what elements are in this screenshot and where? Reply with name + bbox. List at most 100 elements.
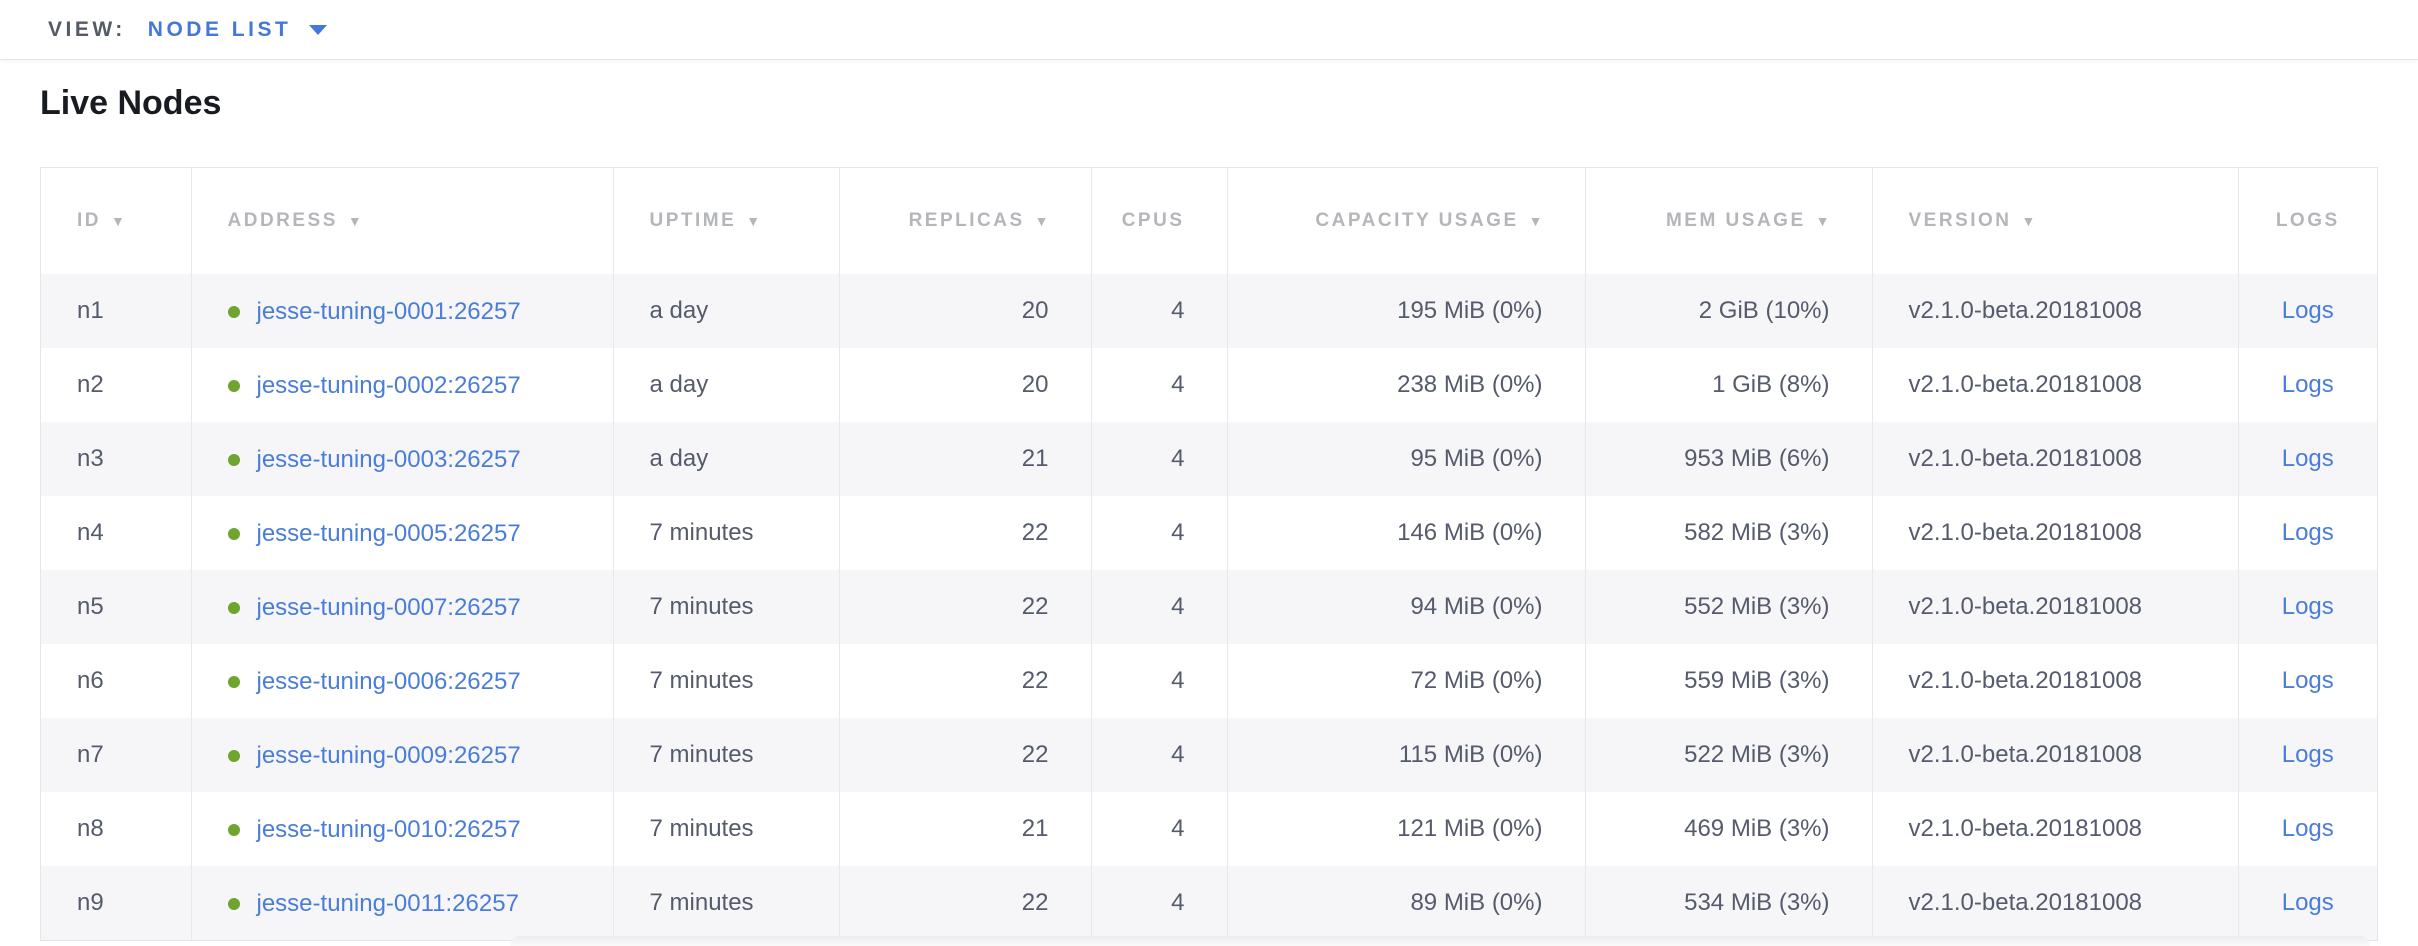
node-address-link[interactable]: jesse-tuning-0009:26257 — [256, 741, 521, 769]
node-logs-link[interactable]: Logs — [2281, 445, 2334, 472]
cell-replicas: 21 — [838, 792, 1091, 866]
view-bar: VIEW: NODE LIST — [0, 0, 2418, 60]
table-header-row: ID ▼ ADDRESS ▼ UPTIME ▼ REPLICAS ▼ CPUS CAPACITY … — [41, 168, 2377, 274]
cell-address: jesse-tuning-0001:26257 — [190, 274, 613, 348]
sort-descending-icon: ▼ — [1034, 213, 1049, 229]
column-header-id[interactable]: ID ▼ — [41, 168, 191, 274]
cell-capacity: 95 MiB (0%) — [1226, 422, 1585, 496]
cell-uptime: a day — [612, 422, 839, 496]
sort-descending-icon: ▼ — [746, 213, 761, 229]
node-logs-link[interactable]: Logs — [2281, 667, 2334, 694]
sort-descending-icon: ▼ — [347, 213, 362, 229]
column-header-version[interactable]: VERSION ▼ — [1871, 168, 2238, 274]
cell-uptime: 7 minutes — [612, 718, 839, 792]
node-logs-link[interactable]: Logs — [2281, 741, 2334, 768]
bottom-peek-element — [510, 936, 2370, 946]
node-address-link[interactable]: jesse-tuning-0010:26257 — [256, 815, 521, 843]
address-wrap: jesse-tuning-0007:26257 — [227, 593, 521, 622]
node-healthy-dot-icon — [227, 305, 240, 318]
view-selector-dropdown[interactable]: NODE LIST — [148, 18, 328, 42]
cell-address: jesse-tuning-0006:26257 — [190, 644, 613, 718]
cell-cpus: 4 — [1090, 422, 1227, 496]
node-logs-link[interactable]: Logs — [2281, 815, 2334, 842]
node-logs-link[interactable]: Logs — [2281, 297, 2334, 324]
cell-logs: Logs — [2237, 866, 2377, 940]
node-healthy-dot-icon — [227, 823, 240, 836]
node-address-link[interactable]: jesse-tuning-0006:26257 — [256, 667, 521, 695]
column-header-label: MEM USAGE — [1665, 210, 1806, 231]
node-row-n7: n7 jesse-tuning-0009:26257 7 minutes 22 4 115… — [41, 718, 2377, 792]
node-healthy-dot-icon — [227, 601, 240, 614]
cell-version: v2.1.0-beta.20181008 — [1871, 348, 2238, 422]
cell-id: n1 — [41, 274, 191, 348]
node-healthy-dot-icon — [227, 897, 240, 910]
cell-replicas: 20 — [838, 274, 1091, 348]
column-header-capacity[interactable]: CAPACITY USAGE ▼ — [1226, 168, 1585, 274]
node-healthy-dot-icon — [227, 675, 240, 688]
cell-uptime: 7 minutes — [612, 644, 839, 718]
live-nodes-table-card: ID ▼ ADDRESS ▼ UPTIME ▼ REPLICAS ▼ CPUS CAPACITY … — [40, 167, 2378, 941]
view-label: VIEW: — [48, 17, 126, 41]
cell-replicas: 21 — [838, 422, 1091, 496]
cell-id: n5 — [41, 570, 191, 644]
node-healthy-dot-icon — [227, 379, 240, 392]
node-address-link[interactable]: jesse-tuning-0001:26257 — [256, 297, 521, 325]
column-header-label: REPLICAS — [908, 210, 1025, 231]
node-row-n8: n8 jesse-tuning-0010:26257 7 minutes 21 4 121… — [41, 792, 2377, 866]
column-header-uptime[interactable]: UPTIME ▼ — [612, 168, 839, 274]
column-header-label: UPTIME — [649, 210, 737, 231]
node-row-n6: n6 jesse-tuning-0006:26257 7 minutes 22 4 72 … — [41, 644, 2377, 718]
address-wrap: jesse-tuning-0009:26257 — [227, 741, 521, 770]
node-address-link[interactable]: jesse-tuning-0011:26257 — [256, 889, 519, 917]
cell-logs: Logs — [2237, 718, 2377, 792]
cell-capacity: 121 MiB (0%) — [1226, 792, 1585, 866]
cell-id: n9 — [41, 866, 191, 940]
sort-descending-icon: ▼ — [1815, 213, 1830, 229]
cell-address: jesse-tuning-0007:26257 — [190, 570, 613, 644]
cell-logs: Logs — [2237, 496, 2377, 570]
cell-version: v2.1.0-beta.20181008 — [1871, 866, 2238, 940]
column-header-address[interactable]: ADDRESS ▼ — [190, 168, 613, 274]
cell-cpus: 4 — [1090, 496, 1227, 570]
cell-version: v2.1.0-beta.20181008 — [1871, 422, 2238, 496]
cell-capacity: 94 MiB (0%) — [1226, 570, 1585, 644]
address-wrap: jesse-tuning-0002:26257 — [227, 371, 521, 400]
column-header-replicas[interactable]: REPLICAS ▼ — [838, 168, 1091, 274]
cell-capacity: 72 MiB (0%) — [1226, 644, 1585, 718]
cell-mem: 1 GiB (8%) — [1584, 348, 1872, 422]
cell-id: n6 — [77, 667, 104, 694]
cell-replicas: 20 — [838, 348, 1091, 422]
node-address-link[interactable]: jesse-tuning-0007:26257 — [256, 593, 521, 621]
node-address-link[interactable]: jesse-tuning-0002:26257 — [256, 371, 521, 399]
node-row-n5: n5 jesse-tuning-0007:26257 7 minutes 22 4 94 … — [41, 570, 2377, 644]
cell-mem: 552 MiB (3%) — [1584, 570, 1872, 644]
cell-id: n7 — [41, 718, 191, 792]
node-logs-link[interactable]: Logs — [2281, 889, 2334, 916]
cell-address: jesse-tuning-0003:26257 — [190, 422, 613, 496]
cell-mem: 469 MiB (3%) — [1584, 792, 1872, 866]
column-header-logs: LOGS — [2237, 168, 2377, 274]
node-row-n1: n1 jesse-tuning-0001:26257 a day 20 4 195 MiB… — [41, 274, 2377, 348]
cell-logs: Logs — [2237, 570, 2377, 644]
address-wrap: jesse-tuning-0006:26257 — [227, 667, 521, 696]
cell-logs: Logs — [2237, 422, 2377, 496]
cell-capacity: 238 MiB (0%) — [1226, 348, 1585, 422]
address-wrap: jesse-tuning-0003:26257 — [227, 445, 521, 474]
cell-cpus: 4 — [1090, 570, 1227, 644]
node-address-link[interactable]: jesse-tuning-0003:26257 — [256, 445, 521, 473]
cell-replicas: 22 — [838, 570, 1091, 644]
cell-address: jesse-tuning-0002:26257 — [190, 348, 613, 422]
cell-address: jesse-tuning-0005:26257 — [190, 496, 613, 570]
cell-capacity: 115 MiB (0%) — [1226, 718, 1585, 792]
node-logs-link[interactable]: Logs — [2281, 593, 2334, 620]
node-logs-link[interactable]: Logs — [2281, 519, 2334, 546]
node-logs-link[interactable]: Logs — [2281, 371, 2334, 398]
cell-capacity: 195 MiB (0%) — [1226, 274, 1585, 348]
cell-cpus: 4 — [1090, 792, 1227, 866]
node-address-link[interactable]: jesse-tuning-0005:26257 — [256, 519, 521, 547]
cell-cpus: 4 — [1090, 274, 1227, 348]
column-header-mem[interactable]: MEM USAGE ▼ — [1584, 168, 1872, 274]
cell-capacity: 89 MiB (0%) — [1226, 866, 1585, 940]
table-body: n1 jesse-tuning-0001:26257 a day 20 4 195 MiB… — [41, 274, 2377, 940]
cell-address: jesse-tuning-0011:26257 — [190, 866, 613, 940]
